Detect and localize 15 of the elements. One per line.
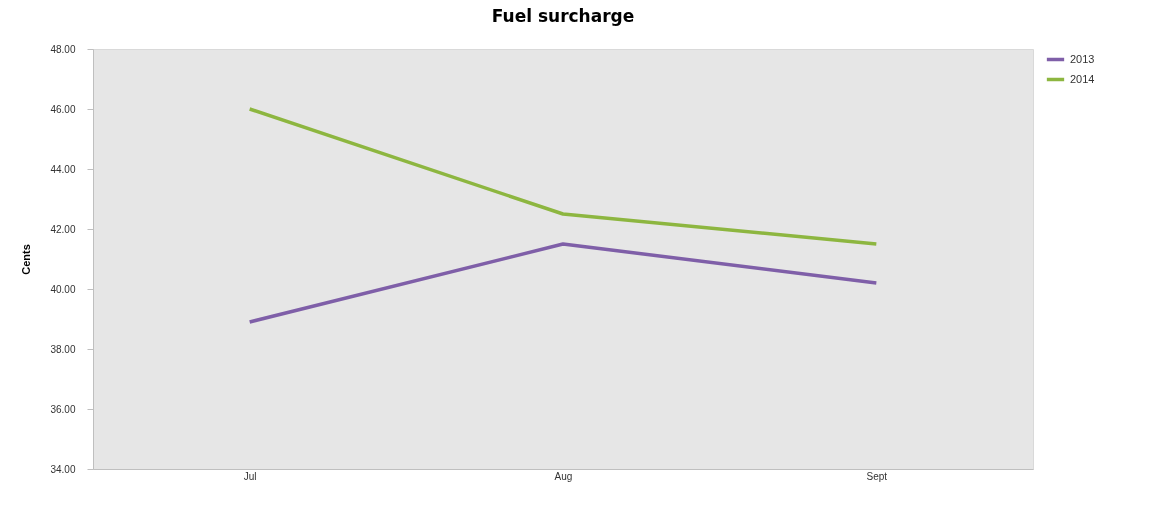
x-tick-label: Jul bbox=[243, 470, 257, 482]
y-tick-label: 36.00 bbox=[50, 403, 76, 415]
y-tick-label: 46.00 bbox=[50, 103, 76, 115]
legend-label: 2014 bbox=[1070, 72, 1095, 85]
x-tick-label: Aug bbox=[554, 470, 573, 482]
x-tick-label: Sept bbox=[866, 470, 888, 482]
y-tick-label: 34.00 bbox=[50, 463, 76, 475]
y-tick-label: 48.00 bbox=[50, 43, 76, 55]
legend-label: 2013 bbox=[1070, 52, 1095, 65]
y-tick-label: 42.00 bbox=[50, 223, 76, 235]
y-tick-label: 44.00 bbox=[50, 163, 76, 175]
chart-title: Fuel surcharge bbox=[491, 6, 635, 26]
y-tick-label: 40.00 bbox=[50, 283, 76, 295]
y-axis-title: Cents bbox=[20, 244, 33, 275]
y-tick-label: 38.00 bbox=[50, 343, 76, 355]
